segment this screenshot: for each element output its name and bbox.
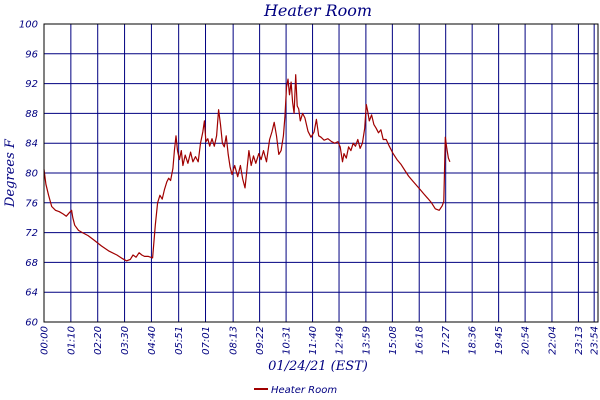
- plot-frame: [43, 23, 599, 323]
- x-tick-label: 17:27: [441, 325, 452, 354]
- x-tick-label: 05:51: [174, 326, 185, 355]
- chart-title: Heater Room: [263, 1, 372, 20]
- y-tick-label: 100: [19, 20, 38, 31]
- x-tick-label: 23:13: [574, 326, 585, 355]
- legend-label: Heater Room: [271, 385, 337, 396]
- y-axis-label: Degrees F: [3, 138, 18, 208]
- x-tick-label: 18:36: [468, 326, 479, 355]
- y-tick-label: 60: [25, 318, 38, 329]
- x-tick-label: 04:40: [147, 326, 158, 355]
- series-lines: [43, 74, 451, 262]
- x-tick-label: 20:54: [521, 326, 532, 355]
- x-tick-label: 16:18: [415, 326, 426, 355]
- series-line-heater-room: [43, 74, 451, 262]
- x-tick-label: 15:08: [388, 326, 399, 355]
- x-tick-label: 22:04: [547, 326, 558, 355]
- x-tick-label: 08:13: [229, 326, 240, 355]
- y-tick-labels: 60 64 68 72 76 80 84 88 92 96 100: [19, 20, 38, 329]
- y-tick-label: 76: [25, 198, 38, 209]
- legend: Heater Room: [254, 385, 337, 396]
- x-tick-label: 01:10: [66, 326, 77, 355]
- y-tick-label: 92: [25, 79, 38, 90]
- y-tick-label: 96: [25, 49, 38, 60]
- x-tick-label: 00:00: [40, 326, 51, 355]
- x-tick-label: 11:40: [308, 326, 319, 355]
- y-tick-label: 80: [25, 169, 38, 180]
- x-tick-label: 13:59: [361, 326, 372, 355]
- y-tick-label: 84: [25, 139, 38, 150]
- x-tick-label: 07:01: [201, 326, 212, 355]
- x-tick-label: 12:49: [335, 326, 346, 355]
- x-tick-label: 10:31: [282, 326, 293, 355]
- x-tick-labels: 00:00 01:10 02:20 03:30 04:40 05:51 07:01 08:13…: [40, 325, 600, 354]
- y-tick-label: 72: [25, 228, 38, 239]
- x-axis-label: 01/24/21 (EST): [268, 359, 368, 374]
- y-tick-label: 68: [25, 258, 38, 269]
- x-tick-label: 03:30: [120, 326, 131, 355]
- x-tick-label: 23:54: [590, 326, 600, 355]
- y-tick-label: 64: [25, 288, 38, 299]
- y-tick-label: 88: [25, 109, 38, 120]
- x-tick-label: 19:45: [494, 326, 505, 355]
- x-tick-label: 02:20: [93, 326, 104, 355]
- x-tick-label: 09:22: [255, 326, 266, 355]
- grid: [43, 23, 598, 323]
